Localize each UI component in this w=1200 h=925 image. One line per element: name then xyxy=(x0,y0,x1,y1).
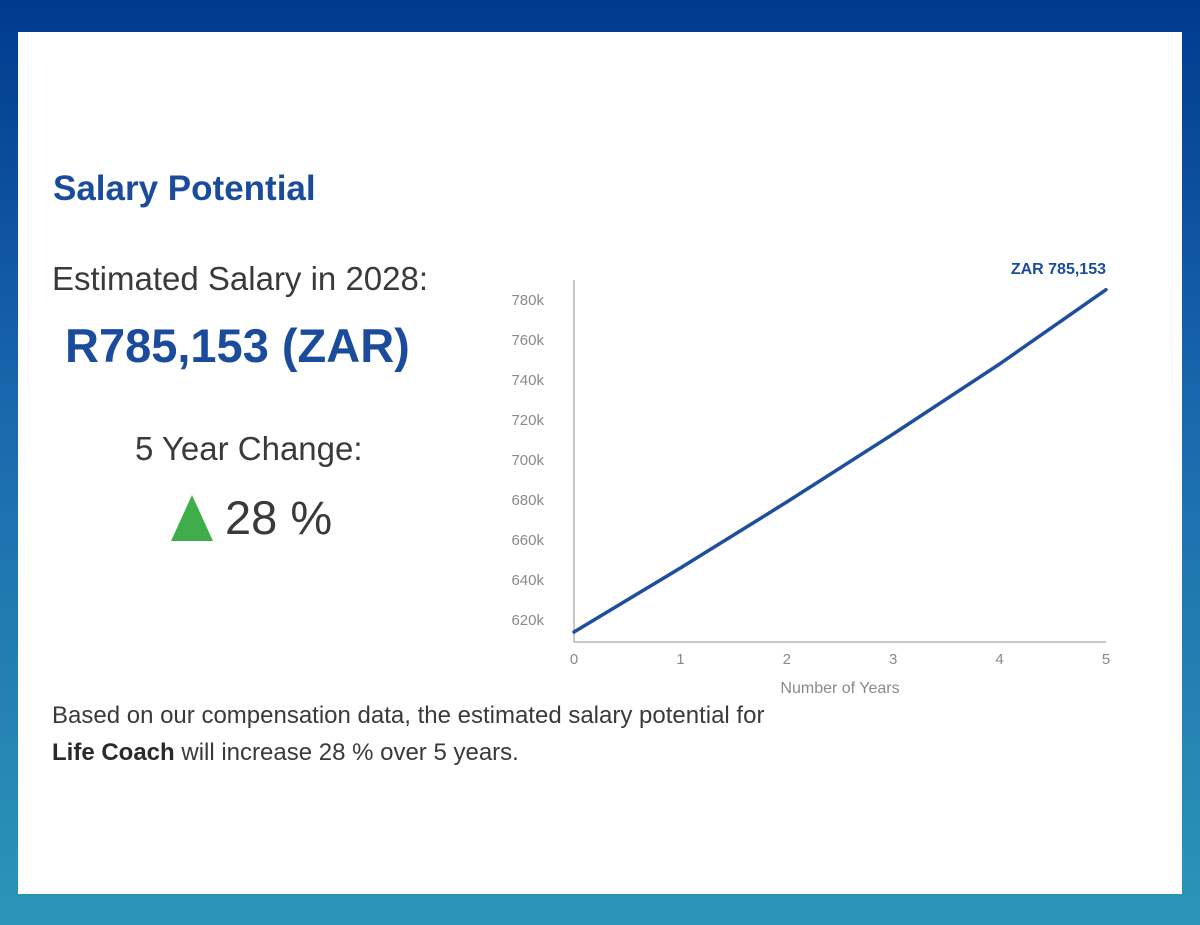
job-title: Life Coach xyxy=(52,739,175,766)
x-tick-label: 4 xyxy=(995,651,1003,668)
x-tick-label: 3 xyxy=(889,651,897,668)
description: Based on our compensation data, the esti… xyxy=(52,697,812,771)
five-year-change-label: 5 Year Change: xyxy=(135,430,363,467)
five-year-change: 28 % xyxy=(171,490,332,545)
section-title: Salary Potential xyxy=(53,169,316,208)
salary-line-chart: 620k 640k 660k 680k 700k 720k 740k 760k 780k 0 1 2 3… xyxy=(511,261,1110,697)
estimated-salary-value: R785,153 (ZAR) xyxy=(65,319,410,372)
salary-card: Salary Potential Estimated Salary in 202… xyxy=(18,32,1182,894)
y-tick-label: 640k xyxy=(511,572,544,589)
salary-series-line xyxy=(572,287,1108,634)
y-tick-label: 660k xyxy=(511,532,544,549)
y-tick-label: 620k xyxy=(511,612,544,629)
five-year-change-value: 28 % xyxy=(225,491,333,544)
y-tick-label: 740k xyxy=(511,372,544,389)
x-tick-label: 0 xyxy=(570,651,578,668)
up-triangle-icon xyxy=(171,494,213,541)
y-tick-label: 680k xyxy=(511,492,544,509)
y-tick-label: 780k xyxy=(511,292,544,309)
estimated-salary-label: Estimated Salary in 2028: xyxy=(52,260,429,297)
x-tick-label: 1 xyxy=(676,651,684,668)
y-tick-label: 700k xyxy=(511,452,544,469)
x-tick-label: 2 xyxy=(783,651,791,668)
y-tick-label: 760k xyxy=(511,332,544,349)
description-text-end: will increase 28 % over 5 years. xyxy=(174,739,519,766)
end-value-label: ZAR 785,153 xyxy=(1011,261,1106,278)
x-axis-label: Number of Years xyxy=(780,680,899,697)
y-tick-label: 720k xyxy=(511,412,544,429)
description-text-start: Based on our compensation data, the esti… xyxy=(52,702,765,729)
x-tick-label: 5 xyxy=(1102,651,1110,668)
